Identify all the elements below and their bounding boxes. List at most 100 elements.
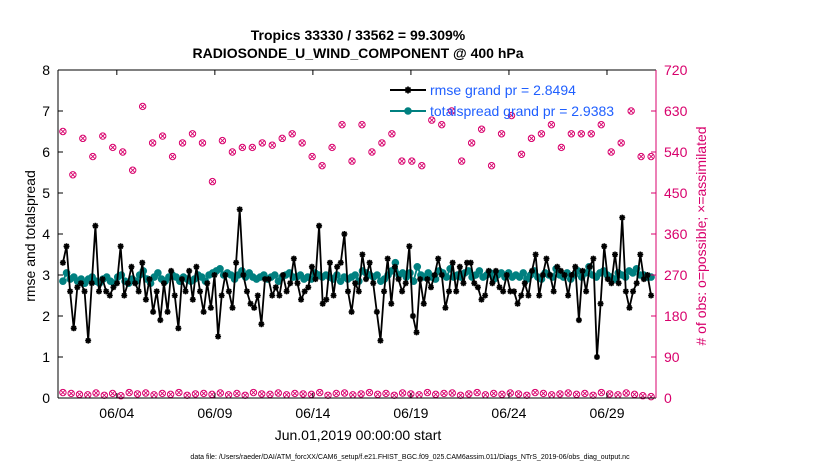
rmse-point [103,288,110,295]
y-right-tick-label: 630 [664,103,688,119]
obs-assimilated-point [399,158,405,164]
obs-possible-point [340,389,349,397]
obs-possible-point [218,136,227,145]
rmse-point [612,251,619,258]
rmse-point [218,292,225,299]
obs-assimilated-point [333,390,339,397]
obs-assimilated-point [498,131,505,137]
obs-possible-point [316,388,324,397]
rmse-point [377,337,384,344]
rmse-point [95,288,102,295]
obs-assimilated-point [151,392,157,398]
obs-assimilated-point [631,391,638,397]
rmse-point [63,243,70,250]
obs-possible-point [477,125,486,133]
obs-assimilated-point [325,392,331,398]
obs-possible-point [567,130,576,138]
obs-possible-point [597,120,605,129]
obs-assimilated-point [169,153,176,160]
rmse-point [186,267,193,274]
obs-assimilated-point [369,149,375,155]
y-right-tick-label: 270 [664,267,688,283]
rmse-point [182,288,189,295]
obs-possible-point [639,392,647,400]
obs-assimilated-point [628,108,634,114]
rmse-point [77,280,84,287]
obs-assimilated-point [469,140,475,146]
obs-assimilated-point [419,163,425,169]
axes-layer: 0 1 2 3 4 5 6 7 8 0 90 180 270 360 450 540 630 720 06/04 06… [42,62,687,421]
obs-possible-point [438,120,446,129]
chart-title-line1: Tropics 33330 / 33562 = 99.309% [251,27,466,43]
obs-assimilated-point [590,392,596,398]
rmse-point [521,280,528,287]
rmse-point [222,272,229,278]
rmse-point [211,272,218,278]
obs-possible-point [365,388,374,397]
obs-possible-point [138,102,147,111]
obs-assimilated-point [201,390,207,397]
rmse-point [114,280,121,287]
x-tick-label: 06/29 [589,405,624,421]
y-axis-right-label: # of obs: o=possible; ×=assimilated [693,126,709,345]
obs-assimilated-point [275,390,281,396]
obs-assimilated-point [118,393,124,399]
rmse-point [341,231,348,237]
rmse-point [150,308,157,315]
obs-assimilated-point [339,122,345,128]
rmse-point [319,300,326,307]
obs-possible-point [514,390,523,398]
rmse-point [492,267,499,274]
obs-assimilated-point [548,122,555,128]
rmse-point [276,292,283,299]
rmse-point [160,280,167,287]
rmse-point [550,288,557,295]
obs-assimilated-point [189,131,196,137]
y-right-tick-label: 720 [664,62,688,78]
rmse-point [146,276,153,283]
obs-possible-point [59,388,67,397]
rmse-point [427,284,434,291]
obs-assimilated-point [184,392,190,398]
obs-possible-point [473,388,481,397]
rmse-point [420,300,427,307]
obs-assimilated-point [249,144,255,151]
rmse-point [164,308,171,315]
obs-possible-point [308,152,316,161]
rmse-point [59,259,66,266]
obs_possible_upper-series [59,102,655,186]
obs-assimilated-point [101,392,107,398]
rmse-point [648,292,655,299]
obs-possible-point [489,389,498,398]
y-left-tick-label: 7 [42,103,50,119]
rmse-point [294,280,301,287]
rmse-point [121,292,128,299]
obs-assimilated-point [491,390,497,397]
obs-assimilated-point [341,390,348,396]
series-layer [59,102,655,401]
obs-assimilated-point [449,390,455,396]
rmse-point [301,288,308,295]
rmse-point [204,280,211,287]
rmse-point [197,288,204,295]
rmse-point [139,259,146,266]
x-tick-label: 06/09 [197,405,232,421]
obs-assimilated-point [93,390,99,396]
rmse-point [644,272,651,278]
totalspread-legend-label: totalspread grand pr = 2.9383 [430,103,614,119]
obs-assimilated-point [558,144,564,151]
obs-assimilated-point [289,131,295,137]
rmse-point [572,263,579,270]
obs-assimilated-point [466,391,472,397]
rmse-point [402,280,409,287]
obs-assimilated-point [192,391,199,397]
obs-possible-point [158,132,167,140]
rmse-point [323,296,330,303]
obs-assimilated-point [518,151,525,157]
obs-possible-point [133,390,142,398]
obs-assimilated-point [317,389,323,396]
rmse-point [413,329,420,336]
obs-assimilated-point [225,392,232,398]
x-tick-label: 06/24 [491,405,526,421]
rmse-point [381,288,388,295]
